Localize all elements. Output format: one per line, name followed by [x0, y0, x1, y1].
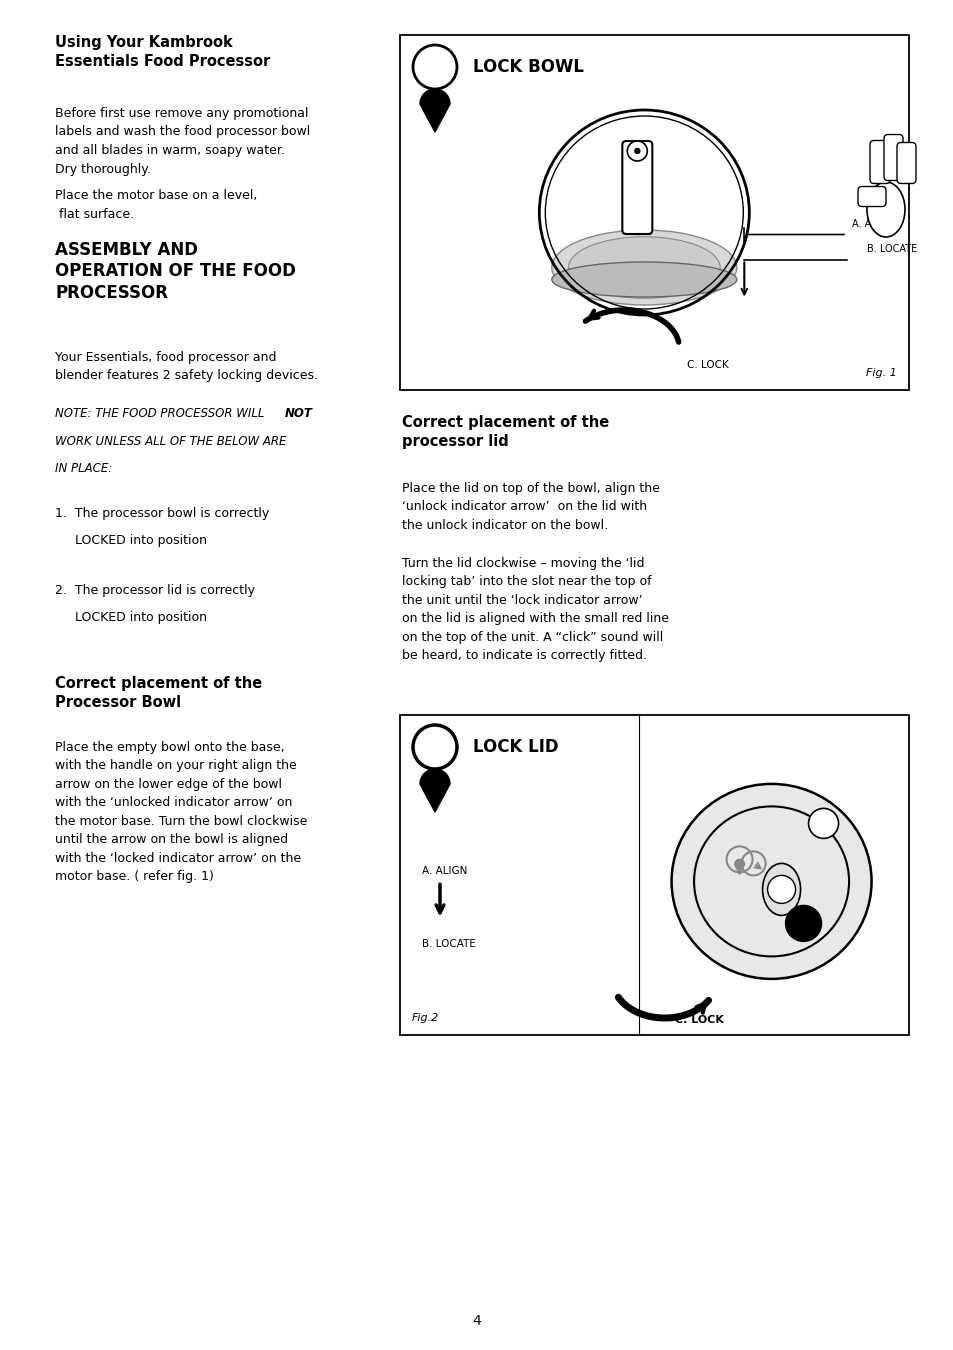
- Text: A. ALIGN: A. ALIGN: [851, 220, 894, 230]
- Ellipse shape: [671, 784, 871, 979]
- Text: NOT: NOT: [285, 406, 313, 420]
- Text: Turn the lid clockwise – moving the ‘lid
locking tab’ into the slot near the top: Turn the lid clockwise – moving the ‘lid…: [401, 558, 668, 663]
- Text: B. LOCATE: B. LOCATE: [421, 940, 476, 949]
- Ellipse shape: [551, 230, 736, 305]
- Text: Fig. 1: Fig. 1: [865, 369, 896, 378]
- Text: Your Essentials, food processor and
blender features 2 safety locking devices.: Your Essentials, food processor and blen…: [55, 351, 317, 382]
- Text: C. LOCK: C. LOCK: [686, 360, 728, 370]
- Circle shape: [808, 809, 838, 838]
- Text: Fig.2: Fig.2: [412, 1012, 438, 1023]
- Text: C. LOCK: C. LOCK: [674, 1015, 722, 1025]
- Text: A. ALIGN: A. ALIGN: [421, 867, 467, 876]
- Ellipse shape: [568, 236, 720, 298]
- Text: Place the motor base on a level,
 flat surface.: Place the motor base on a level, flat su…: [55, 189, 257, 220]
- FancyBboxPatch shape: [896, 143, 915, 184]
- Text: LOCK BOWL: LOCK BOWL: [473, 58, 583, 76]
- Text: LOCKED into position: LOCKED into position: [55, 535, 207, 547]
- Text: 2.  The processor lid is correctly: 2. The processor lid is correctly: [55, 585, 254, 597]
- Text: 1.  The processor bowl is correctly: 1. The processor bowl is correctly: [55, 508, 269, 520]
- Text: Place the empty bowl onto the base,
with the handle on your right align the
arro: Place the empty bowl onto the base, with…: [55, 741, 307, 883]
- Polygon shape: [419, 769, 450, 811]
- Polygon shape: [734, 860, 743, 875]
- Text: Before first use remove any promotional
labels and wash the food processor bowl
: Before first use remove any promotional …: [55, 107, 310, 176]
- Text: 1: 1: [429, 59, 439, 74]
- Circle shape: [634, 148, 639, 154]
- Text: Correct placement of the
Processor Bowl: Correct placement of the Processor Bowl: [55, 676, 262, 710]
- Circle shape: [413, 725, 456, 769]
- Text: 4: 4: [472, 1314, 481, 1328]
- Text: NOTE: THE FOOD PROCESSOR WILL: NOTE: THE FOOD PROCESSOR WILL: [55, 406, 268, 420]
- Ellipse shape: [761, 864, 800, 915]
- Text: LOCKED into position: LOCKED into position: [55, 612, 207, 624]
- Text: ASSEMBLY AND
OPERATION OF THE FOOD
PROCESSOR: ASSEMBLY AND OPERATION OF THE FOOD PROCE…: [55, 242, 295, 302]
- FancyBboxPatch shape: [883, 135, 902, 181]
- Ellipse shape: [866, 182, 904, 238]
- Text: B. LOCATE: B. LOCATE: [866, 244, 916, 255]
- Text: Using Your Kambrook
Essentials Food Processor: Using Your Kambrook Essentials Food Proc…: [55, 35, 270, 69]
- Text: IN PLACE:: IN PLACE:: [55, 462, 112, 475]
- Bar: [399, 716, 908, 1035]
- Text: Correct placement of the
processor lid: Correct placement of the processor lid: [401, 414, 609, 448]
- FancyBboxPatch shape: [621, 140, 652, 234]
- Polygon shape: [419, 89, 450, 132]
- Circle shape: [413, 45, 456, 89]
- Ellipse shape: [551, 262, 736, 297]
- Text: WORK UNLESS ALL OF THE BELOW ARE: WORK UNLESS ALL OF THE BELOW ARE: [55, 435, 286, 448]
- Text: 2: 2: [799, 917, 807, 930]
- Circle shape: [627, 140, 647, 161]
- FancyBboxPatch shape: [857, 186, 885, 207]
- FancyBboxPatch shape: [869, 140, 889, 184]
- Bar: [399, 35, 908, 390]
- Circle shape: [784, 906, 821, 941]
- Text: LOCK LID: LOCK LID: [473, 738, 558, 756]
- Text: 2: 2: [429, 740, 440, 755]
- Text: Place the lid on top of the bowl, align the
‘unlock indicator arrow’  on the lid: Place the lid on top of the bowl, align …: [401, 482, 659, 532]
- Circle shape: [767, 875, 795, 903]
